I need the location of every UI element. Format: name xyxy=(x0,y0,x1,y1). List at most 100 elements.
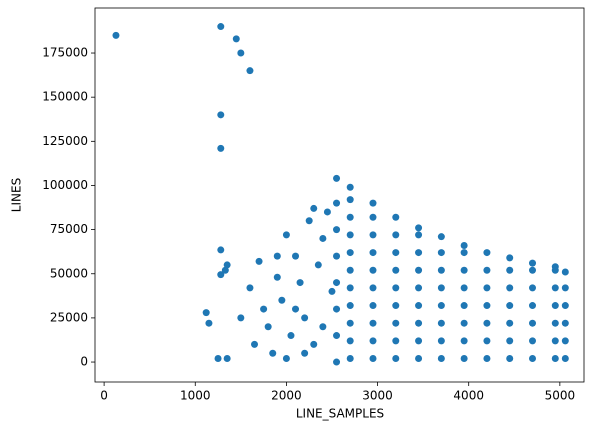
point xyxy=(392,266,400,274)
point xyxy=(346,319,354,327)
point xyxy=(301,314,309,322)
y-axis-label: LINES xyxy=(10,178,24,212)
point xyxy=(529,302,537,310)
point xyxy=(415,319,423,327)
point xyxy=(561,319,569,327)
point xyxy=(282,355,290,363)
point xyxy=(460,302,468,310)
point xyxy=(529,259,537,267)
point xyxy=(561,302,569,310)
point xyxy=(437,355,445,363)
point xyxy=(202,309,210,317)
point xyxy=(346,213,354,221)
point xyxy=(506,355,514,363)
x-tick-label: 2000 xyxy=(271,389,302,403)
x-tick-label: 5000 xyxy=(545,389,576,403)
y-tick-label: 150000 xyxy=(42,90,88,104)
point xyxy=(223,355,231,363)
y-tick-label: 75000 xyxy=(50,222,88,236)
point xyxy=(369,199,377,207)
point xyxy=(506,337,514,345)
point xyxy=(483,319,491,327)
point xyxy=(483,266,491,274)
point xyxy=(437,249,445,257)
point xyxy=(346,231,354,239)
y-tick-label: 0 xyxy=(80,355,88,369)
plot-frame xyxy=(94,7,585,383)
point xyxy=(333,332,341,340)
point xyxy=(437,233,445,241)
point xyxy=(460,355,468,363)
point xyxy=(392,249,400,257)
point xyxy=(287,332,295,340)
point xyxy=(346,355,354,363)
y-tick-label: 125000 xyxy=(42,134,88,148)
point xyxy=(221,266,229,274)
point xyxy=(561,268,569,276)
point xyxy=(506,266,514,274)
point xyxy=(369,319,377,327)
point xyxy=(551,319,559,327)
point xyxy=(205,319,213,327)
point xyxy=(437,284,445,292)
point xyxy=(415,284,423,292)
y-tick-label: 25000 xyxy=(50,310,88,324)
point xyxy=(282,231,290,239)
point xyxy=(369,249,377,257)
point xyxy=(460,266,468,274)
point xyxy=(460,242,468,250)
point xyxy=(237,314,245,322)
point xyxy=(369,284,377,292)
point xyxy=(328,287,336,295)
point xyxy=(506,302,514,310)
point xyxy=(333,279,341,287)
point xyxy=(437,337,445,345)
point xyxy=(217,246,225,254)
point xyxy=(223,261,231,269)
point xyxy=(346,249,354,257)
point xyxy=(369,231,377,239)
point xyxy=(483,302,491,310)
point xyxy=(392,319,400,327)
point xyxy=(415,224,423,232)
point xyxy=(483,284,491,292)
point xyxy=(269,349,277,357)
point xyxy=(112,31,120,39)
x-tick-label: 1000 xyxy=(180,389,211,403)
point xyxy=(333,252,341,260)
point xyxy=(260,305,268,313)
point xyxy=(214,355,222,363)
point xyxy=(314,261,322,269)
point xyxy=(369,337,377,345)
point xyxy=(460,319,468,327)
point xyxy=(415,231,423,239)
point xyxy=(415,302,423,310)
point xyxy=(333,199,341,207)
point xyxy=(301,349,309,357)
point xyxy=(437,266,445,274)
point xyxy=(251,340,259,348)
point xyxy=(292,252,300,260)
point xyxy=(217,271,225,279)
point xyxy=(483,249,491,257)
point xyxy=(232,35,240,43)
point xyxy=(369,213,377,221)
y-tick-label: 175000 xyxy=(42,46,88,60)
point xyxy=(506,254,514,262)
point xyxy=(346,183,354,191)
point xyxy=(437,302,445,310)
point xyxy=(460,284,468,292)
point xyxy=(273,252,281,260)
point xyxy=(392,302,400,310)
point xyxy=(264,323,272,331)
point xyxy=(292,305,300,313)
point xyxy=(437,319,445,327)
x-axis-label: LINE_SAMPLES xyxy=(296,407,384,421)
point xyxy=(529,355,537,363)
point xyxy=(529,266,537,274)
point xyxy=(333,358,341,366)
point xyxy=(237,49,245,57)
point xyxy=(392,213,400,221)
point xyxy=(483,355,491,363)
